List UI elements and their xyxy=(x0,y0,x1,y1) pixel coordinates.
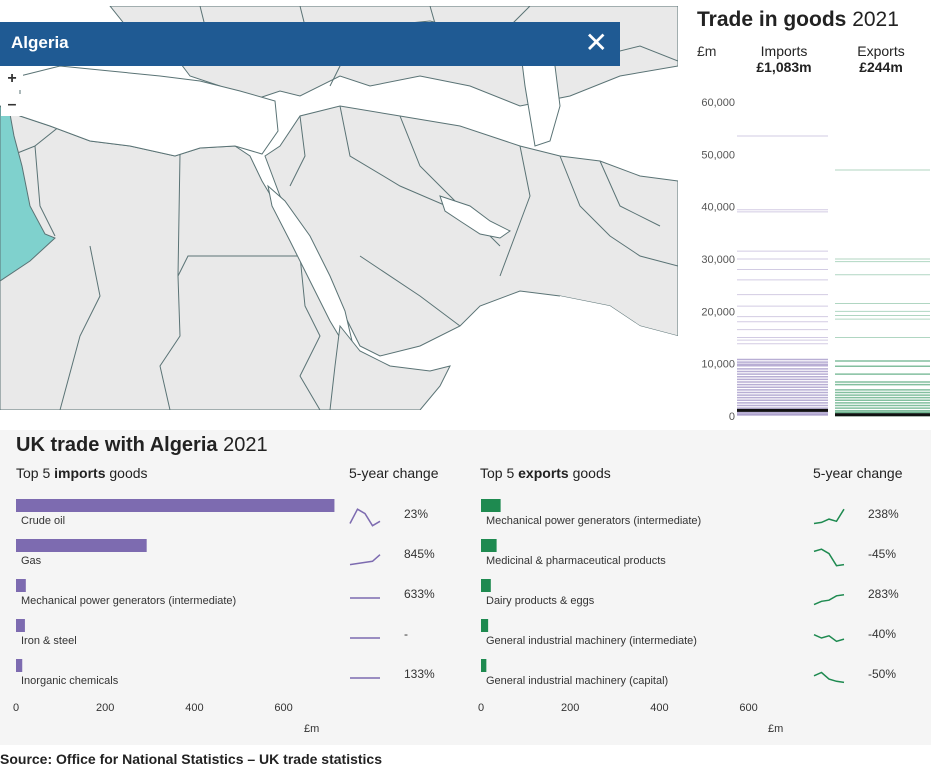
trade-in-goods-chart: 0 10,000 20,000 30,000 40,000 50,000 60,000 xyxy=(701,97,930,423)
country-shape-horn-africa[interactable] xyxy=(329,324,451,410)
map-panel[interactable]: Algeria ✕ + – xyxy=(0,6,678,410)
five-year-change-value: - xyxy=(404,627,408,641)
exports-subtitle-prefix: Top 5 xyxy=(480,465,515,481)
x-tick-label: 200 xyxy=(96,702,114,714)
y-tick-label: 20,000 xyxy=(701,306,735,318)
country-border-middle-east xyxy=(289,105,678,327)
sparkline xyxy=(813,634,845,643)
sparkline xyxy=(813,548,845,567)
bar[interactable] xyxy=(481,539,497,552)
y-tick-label: 50,000 xyxy=(701,149,735,161)
country-shape-algeria[interactable] xyxy=(0,105,56,282)
x-tick-label: 0 xyxy=(13,702,19,714)
five-year-change-value: 238% xyxy=(868,507,899,521)
bar-label: General industrial machinery (intermedia… xyxy=(486,635,697,647)
uk-trade-title-text: UK trade with Algeria xyxy=(16,434,218,456)
bar[interactable] xyxy=(16,619,25,632)
trade-in-goods-unit: £m xyxy=(697,43,717,59)
y-tick-label: 60,000 xyxy=(701,97,735,109)
five-year-change-value: 283% xyxy=(868,587,899,601)
bar-label: Medicinal & pharmaceutical products xyxy=(486,555,666,567)
bar[interactable] xyxy=(481,619,489,632)
bar[interactable] xyxy=(16,659,23,672)
exports-column-header: Exports £244m xyxy=(835,43,927,75)
x-tick-label: 600 xyxy=(739,702,757,714)
uk-trade-year: 2021 xyxy=(223,434,268,456)
exports-subtitle: Top 5 exports goods xyxy=(480,465,611,481)
y-tick-label: 40,000 xyxy=(701,202,735,214)
exports-bars-svg: 0 200 400 600 xyxy=(478,499,845,714)
bar-label: Mechanical power generators (intermediat… xyxy=(486,515,702,527)
trade-in-goods-year: 2021 xyxy=(852,8,899,31)
exports-change-header: 5-year change xyxy=(813,465,903,481)
imports-value: £1,083m xyxy=(756,59,812,75)
exports-chart: 0 200 400 600 Mechanical power generators (i… xyxy=(465,430,931,745)
bar-label: Gas xyxy=(21,555,42,567)
imports-bars-svg: 0 200 400 600 xyxy=(13,499,381,714)
x-tick-label: 400 xyxy=(650,702,668,714)
trade-in-goods-panel: Trade in goods 2021 £m Imports £1,083m E… xyxy=(680,0,931,430)
imports-label: Imports xyxy=(760,43,808,59)
five-year-change-value: 133% xyxy=(404,667,435,681)
trade-in-goods-title: Trade in goods 2021 xyxy=(697,8,899,32)
country-border-1 xyxy=(9,125,321,410)
bar[interactable] xyxy=(16,539,147,552)
map-svg[interactable] xyxy=(0,6,678,410)
sparkline xyxy=(349,508,381,527)
bar-label: General industrial machinery (capital) xyxy=(486,675,669,687)
x-tick-label: 0 xyxy=(478,702,484,714)
five-year-change-value: 633% xyxy=(404,587,435,601)
bar-label: Inorganic chemicals xyxy=(21,675,119,687)
bar[interactable] xyxy=(16,499,335,512)
bar[interactable] xyxy=(481,499,501,512)
exports-label: Exports xyxy=(857,43,905,59)
five-year-change-value: -45% xyxy=(868,547,897,561)
imports-chart: 0 200 400 600 Crude oil 23% Gas 845% Mechanical … xyxy=(0,430,465,745)
close-icon[interactable]: ✕ xyxy=(584,27,608,58)
country-name: Algeria xyxy=(11,33,69,52)
bar[interactable] xyxy=(481,579,491,592)
imports-subtitle-prefix: Top 5 xyxy=(16,465,51,481)
sparkline xyxy=(813,671,845,684)
country-header: Algeria ✕ xyxy=(0,22,620,66)
uk-trade-title: UK trade with Algeria 2021 xyxy=(16,434,268,457)
sea-persian-gulf xyxy=(439,195,511,239)
bar-label: Iron & steel xyxy=(21,635,77,647)
exports-axis-unit: £m xyxy=(768,723,784,735)
five-year-change-value: -40% xyxy=(868,627,897,641)
source-note: Source: Office for National Statistics –… xyxy=(0,751,382,767)
exports-subtitle-suffix: goods xyxy=(572,465,611,481)
y-tick-label: 10,000 xyxy=(701,359,735,371)
zoom-out-button[interactable]: – xyxy=(1,94,23,116)
uk-trade-panel: UK trade with Algeria 2021 Top 5 imports… xyxy=(0,430,931,745)
trade-in-goods-title-text: Trade in goods xyxy=(697,8,847,31)
y-tick-label: 30,000 xyxy=(701,254,735,266)
sparkline xyxy=(813,593,845,606)
bar-label: Dairy products & eggs xyxy=(486,595,595,607)
imports-subtitle-suffix: goods xyxy=(109,465,148,481)
bar-label: Crude oil xyxy=(21,515,66,527)
x-tick-label: 200 xyxy=(561,702,579,714)
imports-change-header: 5-year change xyxy=(349,465,439,481)
sea-arabian-sea xyxy=(460,296,678,410)
imports-axis-unit: £m xyxy=(304,723,320,735)
imports-column-header: Imports £1,083m xyxy=(738,43,830,75)
x-tick-label: 600 xyxy=(274,702,292,714)
five-year-change-value: -50% xyxy=(868,667,897,681)
five-year-change-value: 845% xyxy=(404,547,435,561)
five-year-change-value: 23% xyxy=(404,507,429,521)
y-tick-label: 0 xyxy=(729,411,735,423)
exports-value: £244m xyxy=(859,59,903,75)
sea-mediterranean xyxy=(19,65,279,157)
exports-subtitle-bold: exports xyxy=(518,465,569,481)
x-tick-label: 400 xyxy=(185,702,203,714)
sparkline xyxy=(349,554,381,566)
zoom-in-button[interactable]: + xyxy=(1,68,23,90)
bar[interactable] xyxy=(16,579,26,592)
sparkline xyxy=(813,508,845,525)
bar[interactable] xyxy=(481,659,487,672)
imports-subtitle: Top 5 imports goods xyxy=(16,465,148,481)
imports-subtitle-bold: imports xyxy=(54,465,106,481)
bar-label: Mechanical power generators (intermediat… xyxy=(21,595,237,607)
